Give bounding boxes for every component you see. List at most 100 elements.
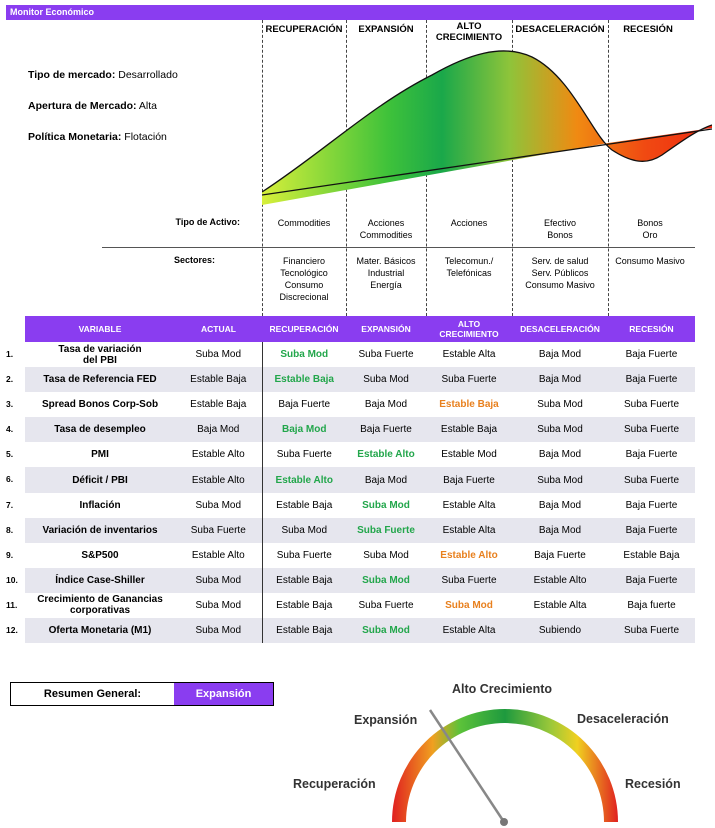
phase-cell: Subiendo <box>512 618 608 644</box>
col-header-actual: ACTUAL <box>175 316 262 342</box>
row-number: 7. <box>6 499 14 510</box>
table-row: PMI Estable Alto Suba Fuerte Estable Alto Es… <box>25 442 695 468</box>
phase-cell: Baja Fuerte <box>346 417 426 443</box>
phase-cell: Suba Fuerte <box>261 542 346 568</box>
sector-cell: Telecomun./ Telefónicas <box>444 256 494 278</box>
col-header-expansion: EXPANSIÓN <box>346 316 426 342</box>
phase-cell: Baja Fuerte <box>608 517 695 543</box>
phase-cell: Baja Fuerte <box>625 499 678 511</box>
phase-cell: Suba Fuerte <box>623 399 680 411</box>
phase-cell: Estable Baja <box>261 492 346 518</box>
divider-line <box>512 20 513 316</box>
phase-cell: Suba Mod <box>362 499 410 511</box>
phase-cell: Suba Fuerte <box>358 599 414 611</box>
phase-cell: Suba Mod <box>346 618 426 644</box>
phase-cell: Estable Baja <box>261 618 346 644</box>
variable-cell: Índice Case-Shiller <box>25 567 175 593</box>
actual-cell: Baja Mod <box>175 417 262 443</box>
asset-cell: Acciones Commodities <box>359 218 413 240</box>
phase-cell: Suba Mod <box>512 417 608 443</box>
gauge-label-desaceleracion: Desaceleración <box>577 712 669 726</box>
phase-cell: Suba Fuerte <box>426 567 512 593</box>
phase-cell: Baja Fuerte <box>608 367 695 393</box>
summary-box: Resumen General: Expansión <box>10 682 274 706</box>
phase-alto-crecimiento: ALTO CRECIMIENTO <box>435 21 503 43</box>
phase-cell: Estable Alta <box>533 599 587 611</box>
row-number: 3. <box>6 398 14 409</box>
variable-cell: Variación de inventarios <box>25 517 175 543</box>
phase-cell: Baja Fuerte <box>261 392 346 418</box>
table-row: Índice Case-Shiller Suba Mod Estable Baja S… <box>25 567 695 593</box>
actual-cell: Suba Mod <box>195 349 242 361</box>
title-bar: Monitor Económico <box>6 5 694 20</box>
phase-cell: Baja Fuerte <box>608 567 695 593</box>
table-row: Tasa de variación del PBI Suba Mod Suba Mo… <box>25 342 695 368</box>
phase-cell: Baja Fuerte <box>625 349 678 361</box>
variable-cell: PMI <box>91 449 109 461</box>
table-row: Oferta Monetaria (M1) Suba Mod Estable Baj… <box>25 618 695 644</box>
phase-cell: Suba Mod <box>346 367 426 393</box>
variable-cell: Tasa de desempleo <box>25 417 175 443</box>
phase-cell: Suba Fuerte <box>426 367 512 393</box>
row-number: 2. <box>6 373 14 384</box>
phase-desaceleracion: DESACELERACIÓN <box>515 24 605 35</box>
phase-cell: Estable Baja <box>439 399 499 411</box>
phase-cell: Estable Alto <box>261 467 346 493</box>
economic-cycle-curve <box>262 50 712 205</box>
asset-cell: Efectivo Bonos <box>543 218 576 240</box>
col-header-recuperacion: RECUPERACIÓN <box>262 316 346 342</box>
col-header-recesion: RECESIÓN <box>608 316 695 342</box>
sectors-label: Sectores: <box>173 255 215 265</box>
gauge-arc <box>392 709 618 822</box>
phase-cell: Suba Fuerte <box>608 417 695 443</box>
phase-cell: Estable Baja <box>623 549 680 561</box>
row-number: 11. <box>6 599 18 610</box>
actual-cell: Suba Mod <box>195 599 242 611</box>
sector-cell: Serv. de salud Serv. Públicos Consumo Ma… <box>525 256 595 290</box>
divider-line <box>608 20 609 316</box>
phase-cell: Estable Baja <box>426 417 512 443</box>
phase-cell: Estable Alto <box>440 549 498 561</box>
phase-cell: Suba Fuerte <box>346 517 426 543</box>
row-number: 4. <box>6 423 14 434</box>
variable-cell: Déficit / PBI <box>25 467 175 493</box>
gauge-label-recuperacion: Recuperación <box>293 777 376 791</box>
summary-label: Resumen General: <box>43 688 142 700</box>
asset-type-label: Tipo de Activo: <box>175 217 240 227</box>
row-number: 10. <box>6 574 18 585</box>
phase-expansion: EXPANSIÓN <box>358 24 414 35</box>
phase-cell: Suba Mod <box>346 567 426 593</box>
actual-cell: Estable Baja <box>190 399 247 411</box>
variable-cell: Spread Bonos Corp-Sob <box>41 399 159 411</box>
gauge-pivot <box>500 818 508 826</box>
sector-cell: Financiero Tecnológico Consumo Discrecio… <box>279 256 329 302</box>
cycle-gauge <box>392 709 618 826</box>
phase-cell: Estable Mod <box>441 449 497 461</box>
phase-cell: Baja Mod <box>538 349 582 361</box>
phase-recuperacion: RECUPERACIÓN <box>265 24 343 35</box>
phase-cell: Baja Mod <box>261 417 346 443</box>
monetary-policy: Política Monetaria: Flotación <box>28 131 167 143</box>
asset-cell: Acciones <box>450 218 488 228</box>
indicators-table: VARIABLE ACTUAL RECUPERACIÓN EXPANSIÓN A… <box>25 316 695 644</box>
actual-cell: Suba Fuerte <box>175 517 262 543</box>
phase-cell: Suba Mod <box>445 599 493 611</box>
gauge-needle <box>428 709 506 823</box>
asset-cell: Bonos Oro <box>637 218 663 240</box>
summary-value: Expansión <box>174 683 273 705</box>
actual-cell: Suba Mod <box>175 567 262 593</box>
table-row: Spread Bonos Corp-Sob Estable Baja Baja Fu… <box>25 392 695 418</box>
sector-cell: Consumo Masivo <box>615 256 685 266</box>
gauge-label-expansion: Expansión <box>354 713 418 727</box>
page-title: Monitor Económico <box>10 7 94 17</box>
sector-cell: Mater. Básicos Industrial Energía <box>356 256 416 290</box>
phase-cell: Estable Alta <box>426 517 512 543</box>
phase-cell: Estable Alta <box>442 349 496 361</box>
phase-cell: Baja Fuerte <box>426 467 512 493</box>
phase-cell: Estable Alto <box>357 449 415 461</box>
asset-cell: Commodities <box>277 218 331 228</box>
market-type: Tipo de mercado: Desarrollado <box>28 69 178 81</box>
phase-recesion: RECESIÓN <box>623 24 673 35</box>
gauge-label-alto-crecimiento: Alto Crecimiento <box>452 682 553 696</box>
table-header-row: VARIABLE ACTUAL RECUPERACIÓN EXPANSIÓN A… <box>25 316 695 342</box>
